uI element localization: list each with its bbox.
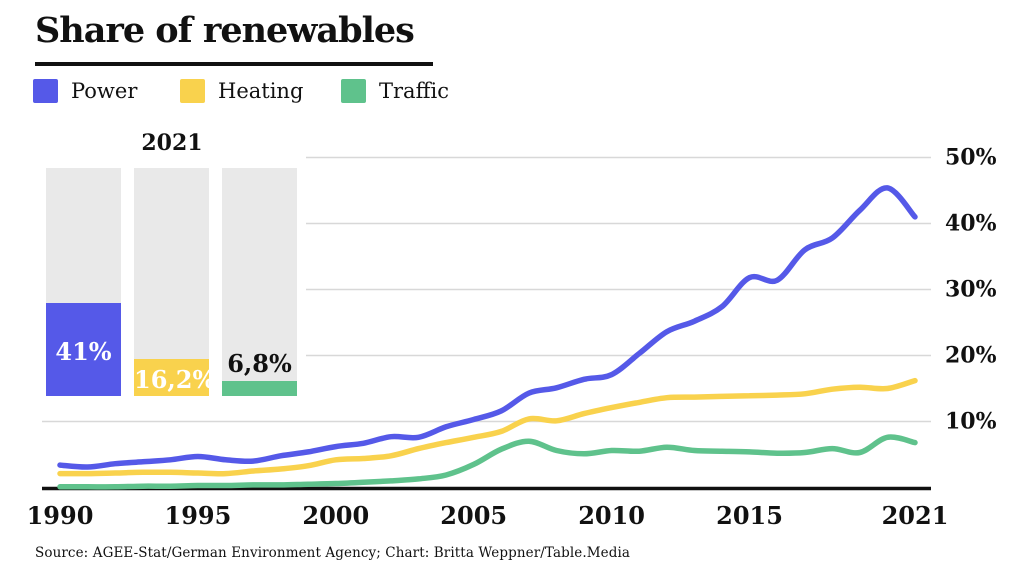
y-axis-tick-label: 30% [945,275,997,302]
y-axis-tick-label: 50% [945,143,997,170]
inset-bars: 41% 16,2% 6,8% [46,168,297,396]
legend-label-power: Power [71,79,138,103]
x-axis-tick-label: 2010 [578,501,646,530]
heating-color-swatch-icon [180,79,205,103]
x-axis-tick-label: 1990 [26,501,94,530]
inset-bar-value-heating: 16,2% [134,365,216,394]
y-axis-tick-label: 20% [945,341,997,368]
power-color-swatch-icon [33,79,58,103]
heating-line [57,377,918,477]
legend-label-heating: Heating [218,79,304,103]
inset-year-title: 2021 [141,130,203,156]
inset-bar-value-power: 41% [55,336,112,366]
inset-bar-fill-traffic [222,380,297,396]
x-axis-tick-label: 2021 [881,501,949,530]
inset-bar-chart-2021: 2021 41% 16,2% 6,8% [38,124,306,402]
legend-label-traffic: Traffic [379,79,449,103]
legend-item-power: Power [33,79,137,103]
inset-bar-traffic: 6,8% [222,168,297,396]
inset-bar-value-traffic: 6,8% [227,348,292,378]
inset-bar-fill-heating [134,359,209,396]
inset-bar-track [222,168,297,396]
traffic-line [57,434,918,490]
legend-item-traffic: Traffic [341,79,449,103]
y-axis-tick-label: 10% [945,407,997,434]
title-underline [35,62,433,66]
power-line [57,185,918,470]
x-axis-tick-label: 2015 [716,501,783,530]
page-title: Share of renewables [35,10,415,51]
traffic-color-swatch-icon [341,79,366,103]
y-axis-tick-label: 40% [945,209,997,236]
source-credit: Source: AGEE-Stat/German Environment Age… [35,545,631,561]
x-axis-tick-label: 2000 [302,501,370,530]
inset-bar-heating: 16,2% [134,168,216,396]
x-axis-tick-label: 1995 [164,501,232,530]
legend-item-heating: Heating [180,79,303,103]
inset-bar-power: 41% [46,168,121,396]
inset-bar-fill-power [46,302,121,396]
inset-bar-track [134,168,209,396]
x-axis-tick-label: 2005 [440,501,508,530]
